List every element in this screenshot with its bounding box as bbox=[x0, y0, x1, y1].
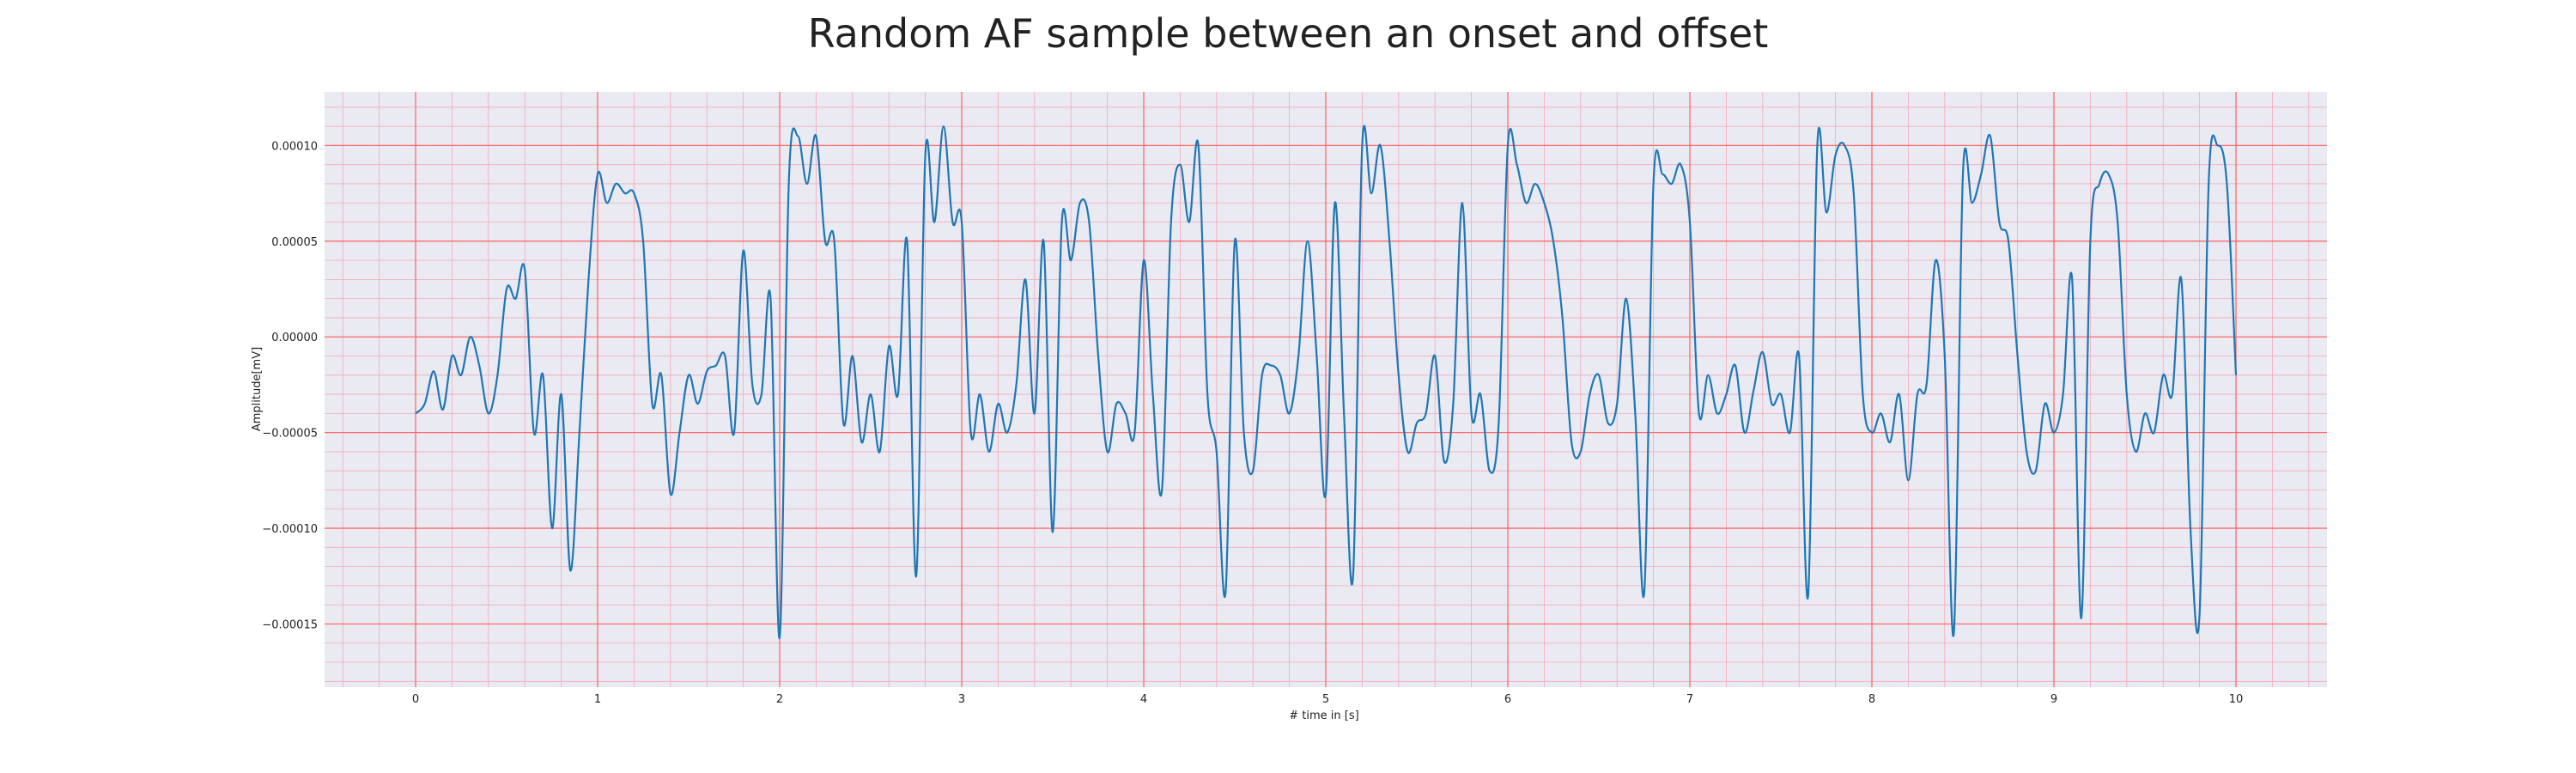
x-tick-label: 9 bbox=[2050, 693, 2057, 706]
y-tick-label: 0.00010 bbox=[271, 140, 318, 153]
chart-title: Random AF sample between an onset and of… bbox=[808, 10, 1769, 57]
x-tick-label: 7 bbox=[1686, 693, 1693, 706]
x-tick-label: 3 bbox=[958, 693, 965, 706]
y-tick-label: −0.00005 bbox=[262, 428, 318, 441]
x-tick-label: 5 bbox=[1322, 693, 1329, 706]
x-tick-label: 10 bbox=[2229, 693, 2244, 706]
y-tick-labels: 0.00010 0.00005 0.00000 −0.00005 −0.00010 −0.… bbox=[262, 140, 318, 631]
x-tick-label: 0 bbox=[412, 693, 419, 706]
x-tick-labels: 0 1 2 3 4 5 6 7 8 9 10 bbox=[412, 693, 2243, 706]
x-axis-label: # time in [s] bbox=[1289, 709, 1358, 722]
series-group bbox=[415, 125, 2238, 639]
y-axis-label: Amplitude[mV] bbox=[251, 347, 264, 431]
x-tick-label: 2 bbox=[776, 693, 783, 706]
y-tick-label: 0.00000 bbox=[271, 332, 318, 344]
x-tick-label: 6 bbox=[1504, 693, 1511, 706]
series-line bbox=[415, 125, 2238, 639]
y-tick-label: −0.00010 bbox=[262, 523, 318, 536]
major-grid bbox=[325, 92, 2327, 687]
y-tick-label: 0.00005 bbox=[271, 236, 318, 249]
x-tick-label: 4 bbox=[1140, 693, 1147, 706]
x-tick-label: 8 bbox=[1868, 693, 1875, 706]
y-tick-label: −0.00015 bbox=[262, 618, 318, 631]
x-tick-label: 1 bbox=[594, 693, 601, 706]
